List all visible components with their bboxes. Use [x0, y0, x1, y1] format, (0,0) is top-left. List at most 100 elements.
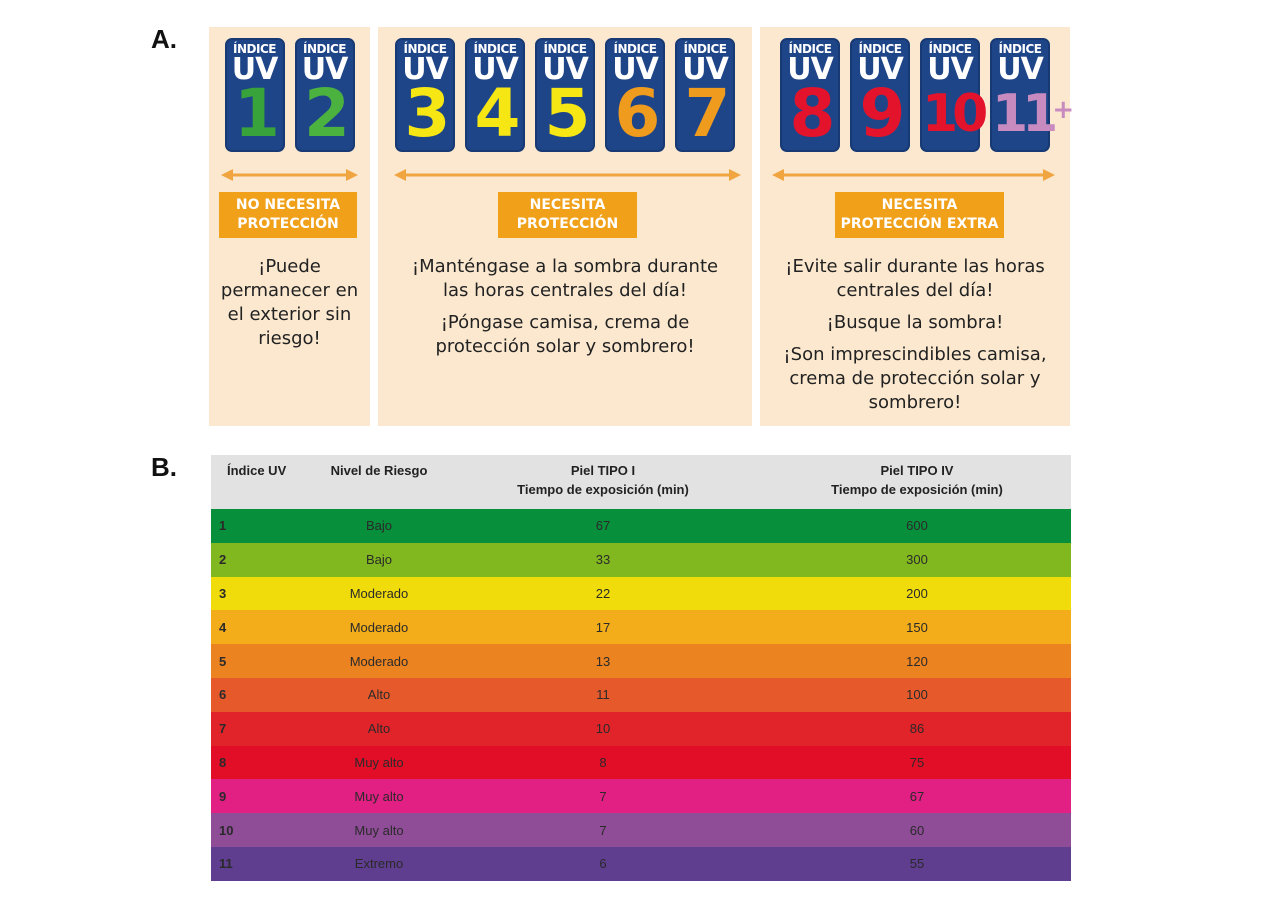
- advice-line: ¡Puede permanecer en el exterior sin rie…: [220, 256, 359, 349]
- cell-time-type-4: 86: [909, 721, 925, 737]
- uv-badge-5: ÍNDICE UV 5: [535, 38, 595, 152]
- protection-label: NECESITA PROTECCIÓN: [498, 192, 637, 238]
- uv-badge-9: ÍNDICE UV 9: [850, 38, 910, 152]
- protection-label: NO NECESITA PROTECCIÓN: [219, 192, 357, 238]
- cell-uv-index: 8: [219, 754, 227, 770]
- badge-uv: UV: [857, 52, 904, 87]
- cell-time-type-4: 200: [906, 585, 928, 601]
- cell-uv-index: 1: [219, 518, 227, 534]
- cell-time-type-4: 120: [906, 653, 928, 669]
- badge-uv: UV: [472, 52, 519, 87]
- badge-plus-sign: +: [1052, 95, 1075, 125]
- advice-line: ¡Evite salir durante las horas centrales…: [785, 256, 1045, 301]
- badge-header: ÍNDICE: [998, 42, 1042, 56]
- cell-risk-level: Alto: [367, 721, 391, 737]
- badge-header: ÍNDICE: [788, 42, 832, 56]
- cell-risk-level: Alto: [367, 687, 391, 703]
- cell-time-type-4: 67: [909, 788, 925, 804]
- cell-risk-level: Bajo: [365, 518, 393, 534]
- cell-time-type-1: 17: [595, 619, 611, 635]
- badge-number: 11+: [992, 76, 1074, 152]
- cell-time-type-1: 7: [599, 788, 607, 804]
- cell-time-type-1: 8: [599, 754, 607, 770]
- cell-time-type-4: 600: [906, 518, 928, 534]
- advice-text: ¡Puede permanecer en el exterior sin rie…: [209, 255, 370, 359]
- cell-uv-index: 3: [219, 585, 227, 601]
- cell-time-type-1: 7: [599, 822, 607, 838]
- cell-risk-level: Muy alto: [354, 754, 404, 770]
- double-arrow-icon: [772, 165, 1055, 185]
- advice-line: ¡Son imprescindibles camisa, crema de pr…: [783, 344, 1047, 413]
- badge-uv: UV: [612, 52, 659, 87]
- header-line: Tiempo de exposición (min): [831, 482, 1003, 497]
- uv-badge-8: ÍNDICE UV 8: [780, 38, 840, 152]
- uv-badge-1: ÍNDICE UV 1: [224, 38, 285, 152]
- uv-exposure-table: Índice UV Nivel de Riesgo Piel TIPO I Tie…: [211, 455, 1071, 881]
- badge-header: ÍNDICE: [473, 42, 517, 56]
- cell-time-type-4: 300: [906, 552, 928, 568]
- badge-uv: UV: [402, 52, 449, 87]
- protection-label: NECESITA PROTECCIÓN EXTRA: [835, 192, 1004, 238]
- header-line: Piel TIPO I: [570, 463, 636, 478]
- badge-number: 10: [922, 84, 988, 144]
- panel-no-protection: ÍNDICE UV 1 ÍNDICE UV 2 NO NECESITA PROT…: [209, 27, 370, 426]
- panel-extra-protection: ÍNDICE UV 8 ÍNDICE UV 9 ÍNDICE UV 10 ÍND…: [760, 27, 1074, 426]
- table-row: 7 Alto 10 86: [211, 711, 1071, 746]
- section-label-b: B.: [151, 452, 177, 482]
- badge-header: ÍNDICE: [613, 42, 657, 56]
- table-row: 2 Bajo 33 300: [211, 542, 1071, 577]
- cell-time-type-1: 10: [595, 721, 611, 737]
- badge-number: 2: [304, 75, 350, 152]
- cell-time-type-1: 67: [595, 518, 611, 534]
- uv-badge-2: ÍNDICE UV 2: [294, 38, 355, 152]
- cell-uv-index: 7: [219, 721, 227, 737]
- panel-protection: ÍNDICE UV 3 ÍNDICE UV 4 ÍNDICE UV 5 ÍNDI…: [378, 27, 752, 426]
- badge-uv: UV: [682, 52, 729, 87]
- cell-time-type-4: 75: [909, 754, 925, 770]
- cell-uv-index: 5: [219, 653, 227, 669]
- uv-badge-10: ÍNDICE UV 10: [920, 38, 988, 152]
- header-line: Piel TIPO IV: [880, 463, 954, 478]
- table-row: 4 Moderado 17 150: [211, 610, 1071, 645]
- badge-uv: UV: [301, 52, 349, 87]
- label-line: NO NECESITA: [235, 197, 341, 213]
- cell-time-type-1: 6: [599, 856, 607, 872]
- table-row: 10 Muy alto 7 60: [211, 813, 1071, 847]
- badge-row: ÍNDICE UV 8 ÍNDICE UV 9 ÍNDICE UV 10 ÍND…: [760, 38, 1074, 152]
- uv-badge-6: ÍNDICE UV 6: [605, 38, 665, 152]
- badge-uv: UV: [997, 52, 1044, 87]
- cell-time-type-4: 55: [909, 856, 925, 872]
- cell-uv-index: 11: [219, 856, 233, 872]
- badge-number: 7: [684, 75, 731, 152]
- badge-number: 9: [859, 75, 906, 152]
- cell-risk-level: Muy alto: [354, 822, 404, 838]
- cell-time-type-1: 11: [596, 687, 610, 703]
- table-row: 9 Muy alto 7 67: [211, 779, 1071, 814]
- cell-risk-level: Muy alto: [354, 788, 404, 804]
- advice-line: ¡Póngase camisa, crema de protección sol…: [435, 312, 695, 357]
- cell-risk-level: Bajo: [365, 552, 393, 568]
- badge-number: 1: [234, 75, 280, 152]
- badge-uv: UV: [231, 52, 279, 87]
- uv-badge-7: ÍNDICE UV 7: [675, 38, 735, 152]
- uv-badge-4: ÍNDICE UV 4: [465, 38, 525, 152]
- badge-header: ÍNDICE: [858, 42, 902, 56]
- badge-number-value: 11: [992, 84, 1058, 144]
- cell-time-type-4: 100: [906, 687, 928, 703]
- table-row: 1 Bajo 67 600: [211, 509, 1071, 543]
- cell-uv-index: 6: [219, 687, 227, 703]
- cell-time-type-1: 22: [595, 585, 611, 601]
- header-risk-level: Nivel de Riesgo: [315, 455, 443, 509]
- badge-number: 6: [614, 75, 661, 152]
- cell-uv-index: 4: [219, 619, 227, 635]
- label-line: PROTECCIÓN: [516, 216, 619, 232]
- badge-uv: UV: [927, 52, 974, 87]
- badge-header: ÍNDICE: [543, 42, 587, 56]
- cell-risk-level: Moderado: [349, 585, 409, 601]
- double-arrow-icon: [221, 165, 358, 185]
- badge-row: ÍNDICE UV 1 ÍNDICE UV 2: [209, 38, 370, 152]
- advice-line: ¡Busque la sombra!: [826, 312, 1004, 333]
- badge-uv: UV: [787, 52, 834, 87]
- table-row: 6 Alto 11 100: [211, 677, 1071, 712]
- header-skin-type-1: Piel TIPO I Tiempo de exposición (min): [443, 455, 763, 509]
